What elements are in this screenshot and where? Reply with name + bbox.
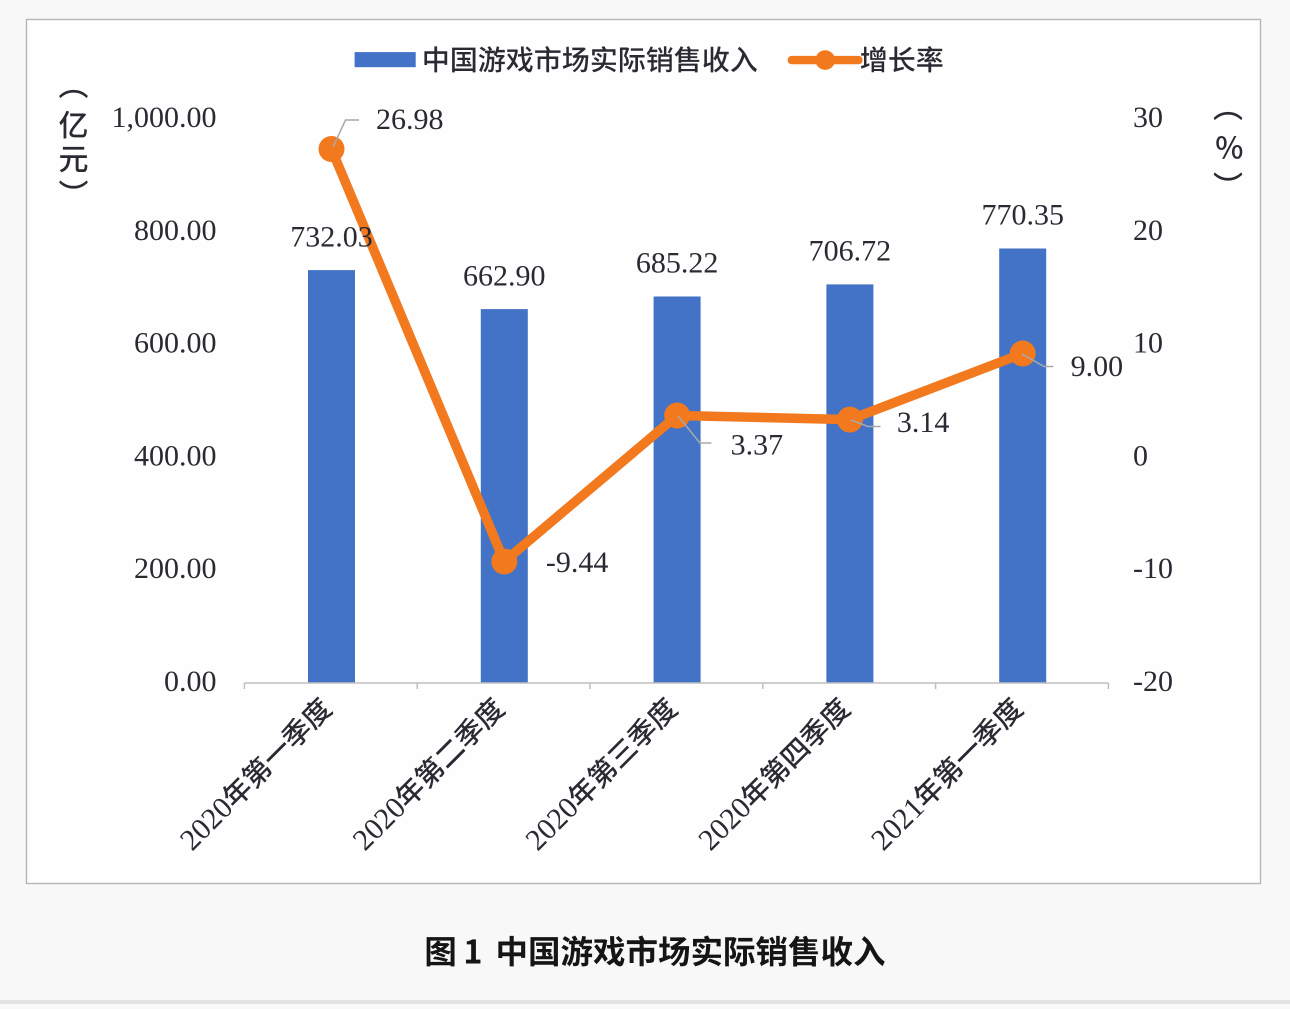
- svg-text:662.90: 662.90: [463, 259, 546, 292]
- svg-text:685.22: 685.22: [636, 247, 719, 280]
- svg-text:800.00: 800.00: [134, 214, 217, 247]
- svg-text:0: 0: [1133, 439, 1148, 472]
- svg-text:30: 30: [1133, 101, 1163, 134]
- svg-text:10: 10: [1133, 327, 1163, 360]
- svg-text:600.00: 600.00: [134, 327, 217, 360]
- svg-text:0.00: 0.00: [164, 665, 217, 698]
- svg-text:200.00: 200.00: [134, 552, 217, 585]
- svg-text:1,000.00: 1,000.00: [112, 101, 217, 134]
- svg-text:3.14: 3.14: [897, 406, 950, 439]
- svg-text:-20: -20: [1133, 665, 1173, 698]
- svg-text:400.00: 400.00: [134, 439, 217, 472]
- svg-text:26.98: 26.98: [376, 103, 444, 136]
- svg-text:20: 20: [1133, 214, 1163, 247]
- svg-text:732.03: 732.03: [290, 220, 373, 253]
- svg-text:3.37: 3.37: [731, 429, 784, 462]
- svg-text:770.35: 770.35: [981, 199, 1064, 232]
- svg-text:706.72: 706.72: [809, 235, 892, 268]
- svg-text:-9.44: -9.44: [546, 546, 609, 579]
- svg-text:9.00: 9.00: [1071, 350, 1124, 383]
- svg-text:-10: -10: [1133, 552, 1173, 585]
